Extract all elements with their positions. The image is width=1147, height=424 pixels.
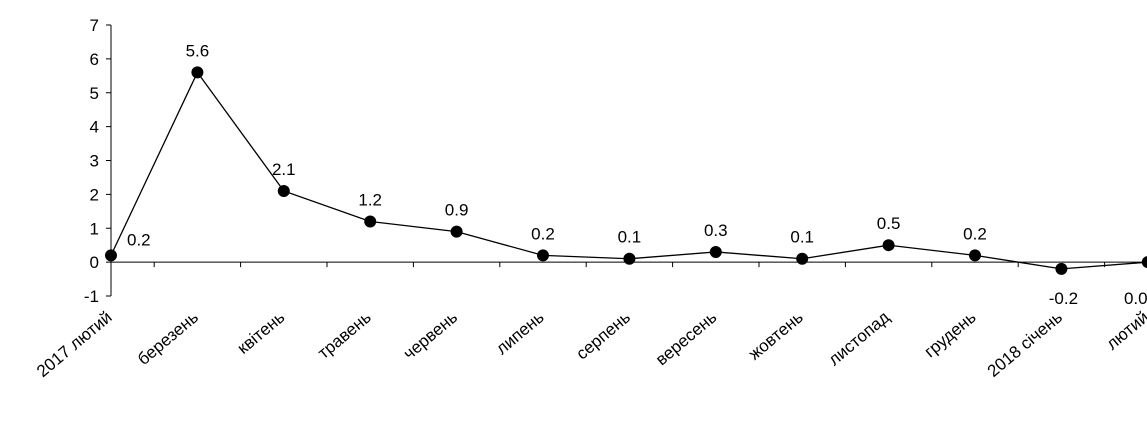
x-tick-label: листопад [825,307,894,369]
data-point [364,215,376,227]
x-axis: 2017 лютий березень квітень травень червень л… [33,262,1147,381]
data-point [105,249,117,261]
data-point [883,239,895,251]
data-label: 0.2 [531,224,555,243]
y-tick-label: 2 [90,185,99,204]
x-tick-label: 2018 січень [984,307,1066,380]
y-tick-label: 4 [90,118,99,137]
data-point [451,226,463,238]
y-tick-label: 3 [90,152,99,171]
x-tick-label: березень [134,307,202,368]
data-label: 0.9 [445,201,469,220]
data-point [278,185,290,197]
x-tick-label: липень [492,307,547,358]
y-tick-label: 1 [90,219,99,238]
data-label: 5.6 [186,41,210,60]
data-point [623,253,635,265]
y-tick-label: 5 [90,84,99,103]
data-point [191,66,203,78]
y-axis: -1 0 1 2 3 4 5 6 7 [84,16,111,306]
x-tick-label: грудень [921,307,980,361]
data-label: -0.2 [1049,289,1078,308]
data-label: 0.1 [790,228,814,247]
data-labels: 0.2 5.6 2.1 1.2 0.9 0.2 0.1 0.3 0.1 0.5 0.2 -0.2 0.0 [127,41,1147,308]
y-tick-label: 7 [90,16,99,35]
data-label: 0.2 [963,224,987,243]
data-point [537,249,549,261]
y-tick-label: 6 [90,50,99,69]
data-point [796,253,808,265]
y-tick-label: 0 [90,253,99,272]
data-point [710,246,722,258]
x-tick-label: лютий [1103,308,1147,354]
x-tick-label: вересень [652,307,721,369]
data-point [1142,256,1147,268]
x-tick-label: квітень [234,307,289,357]
data-point [969,249,981,261]
data-point [1055,263,1067,275]
x-tick-label: серпень [572,307,634,363]
data-label: 1.2 [358,190,382,209]
x-tick-label: 2017 лютий [33,308,115,381]
y-tick-label: -1 [84,287,99,306]
x-tick-label: червень [400,307,462,363]
data-label: 0.3 [704,221,728,240]
data-label: 0.1 [618,228,642,247]
x-tick-label: жовтень [745,307,807,363]
data-label: 0.5 [877,214,901,233]
data-label: 0.0 [1124,289,1147,308]
data-label: 2.1 [272,160,296,179]
x-tick-label: травень [314,307,375,362]
data-label: 0.2 [127,230,151,249]
